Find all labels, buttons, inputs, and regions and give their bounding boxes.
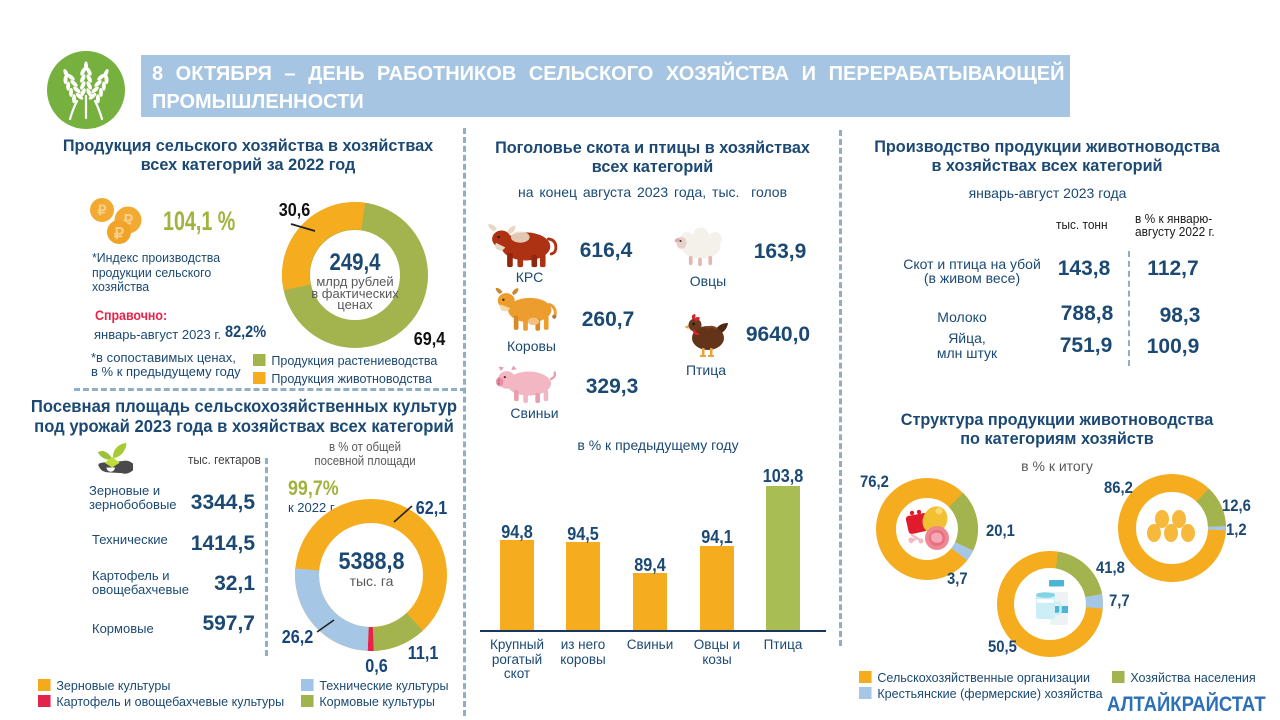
svg-text:₽: ₽ xyxy=(98,202,107,218)
svg-text:₽: ₽ xyxy=(114,226,124,243)
svg-text:₽: ₽ xyxy=(123,213,133,230)
